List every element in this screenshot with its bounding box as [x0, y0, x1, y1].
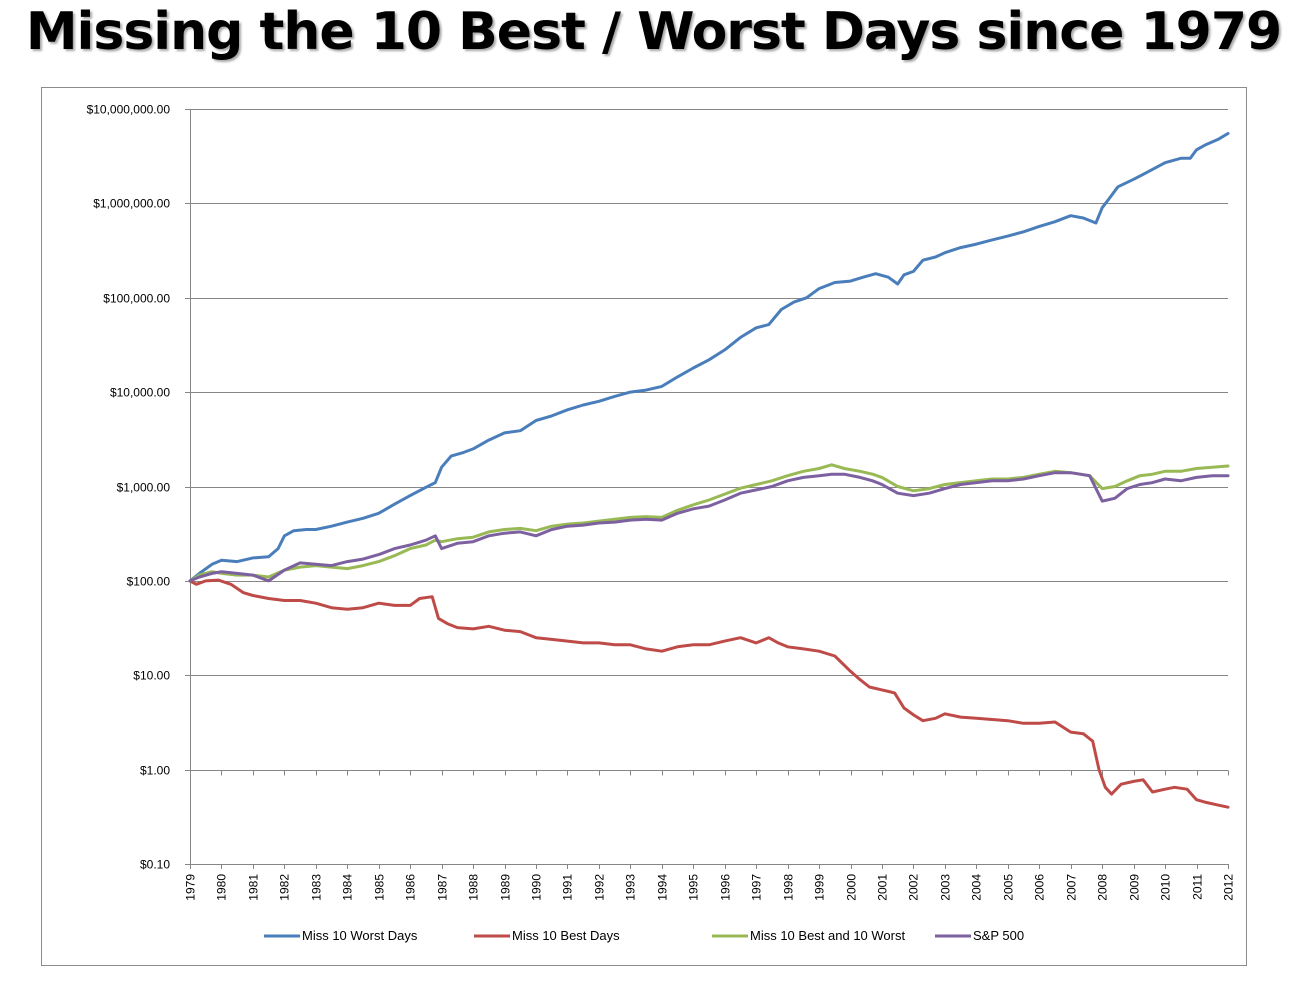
x-tick-label: 1996 — [719, 874, 733, 901]
y-tick-label: $10.00 — [133, 669, 170, 683]
x-tick-label: 2005 — [1002, 874, 1016, 901]
x-tick-label: 1997 — [750, 874, 764, 901]
x-tick-label: 2000 — [845, 874, 859, 901]
x-tick-label: 1994 — [656, 874, 670, 901]
x-tick-label: 1982 — [278, 874, 292, 901]
series-line-miss-10-worst-days — [188, 132, 1230, 583]
y-tick-label: $10,000,000.00 — [87, 103, 171, 117]
series-line-miss-10-best-days — [188, 578, 1230, 809]
x-tick-label: 2011 — [1191, 874, 1205, 900]
x-tick-label: 2007 — [1065, 874, 1079, 901]
x-tick-label: 2001 — [876, 874, 890, 901]
x-tick-label: 1979 — [184, 874, 198, 901]
y-tick-label: $10,000.00 — [110, 386, 170, 400]
x-tick-label: 2009 — [1128, 874, 1142, 901]
x-tick-label: 1983 — [310, 874, 324, 901]
y-tick-label: $0.10 — [140, 858, 170, 872]
x-tick-label: 1989 — [499, 874, 513, 901]
legend-label: Miss 10 Best Days — [512, 928, 620, 943]
x-tick-label: 1981 — [247, 874, 261, 901]
x-tick-label: 1988 — [467, 874, 481, 901]
chart-frame: $10,000,000.00 $1,000,000.00 $100,000.00 $1… — [41, 87, 1247, 966]
x-tick-label: 1980 — [215, 874, 229, 901]
y-tick-label: $1.00 — [140, 764, 170, 778]
x-tick-label: 1995 — [687, 874, 701, 901]
y-tick-label: $100,000.00 — [103, 292, 170, 306]
legend-label: Miss 10 Worst Days — [302, 928, 418, 943]
x-tick-label: 1993 — [624, 874, 638, 901]
y-tick-label: $100.00 — [127, 575, 171, 589]
y-tick-label: $1,000.00 — [117, 481, 171, 495]
legend-label: Miss 10 Best and 10 Worst — [750, 928, 905, 943]
x-tick-label: 1990 — [530, 874, 544, 901]
x-tick-label: 2008 — [1096, 874, 1110, 901]
x-tick-label: 1985 — [373, 874, 387, 901]
legend-label: S&P 500 — [973, 928, 1024, 943]
x-tick-label: 1987 — [436, 874, 450, 901]
line-chart: $10,000,000.00 $1,000,000.00 $100,000.00 $1… — [87, 103, 1236, 944]
x-tick-label: 2012 — [1222, 874, 1236, 901]
page-title: Missing the 10 Best / Worst Days since 1… — [25, 2, 1282, 62]
x-tick-label: 2004 — [970, 874, 984, 901]
y-tick-label: $1,000,000.00 — [93, 197, 170, 211]
x-tick-label: 1986 — [404, 874, 418, 901]
x-tick-label: 1992 — [593, 874, 607, 901]
x-tick-label: 1991 — [561, 874, 575, 901]
x-tick-label: 1984 — [341, 874, 355, 901]
x-tick-label: 2006 — [1033, 874, 1047, 901]
x-tick-label: 1998 — [782, 874, 796, 901]
x-tick-label: 2002 — [907, 874, 921, 901]
x-tick-label: 1999 — [813, 874, 827, 901]
series-line-s-p-500 — [188, 471, 1230, 583]
x-tick-label: 2010 — [1159, 874, 1173, 901]
x-tick-label: 2003 — [939, 874, 953, 901]
